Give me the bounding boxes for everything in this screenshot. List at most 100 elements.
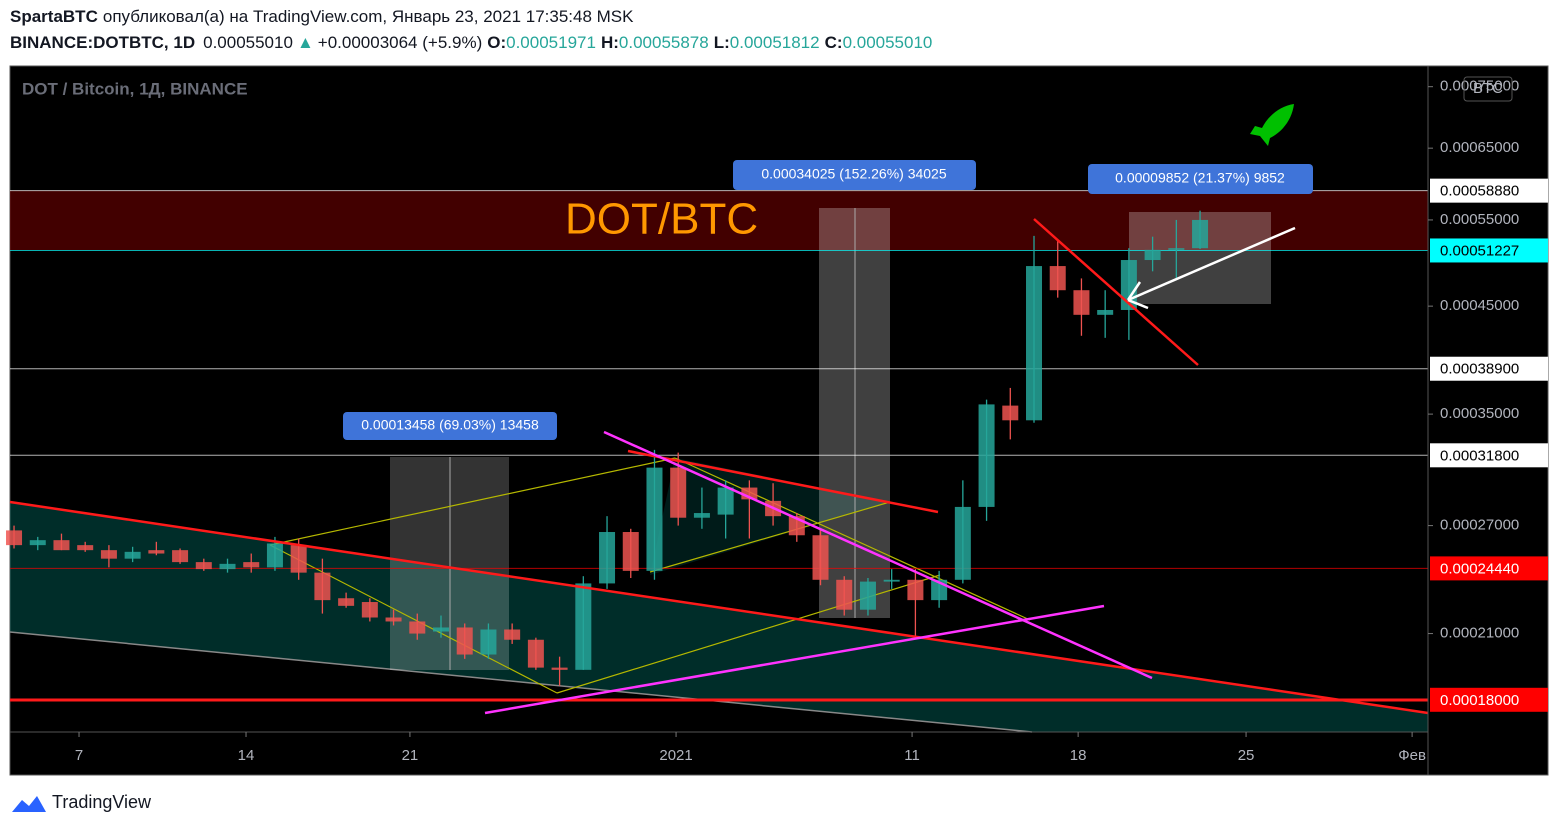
candle-body — [907, 579, 924, 601]
pattern-line — [556, 574, 941, 694]
candle-body — [836, 579, 853, 610]
symbol: BINANCE:DOTBTC, 1D — [10, 33, 195, 52]
candle-body — [219, 563, 236, 570]
x-tick-label: 2021 — [659, 747, 692, 764]
l-label: L: — [714, 33, 730, 52]
quote-line: BINANCE:DOTBTC, 1D 0.00055010 ▲ +0.00003064… — [10, 33, 932, 52]
candle-body — [1168, 248, 1185, 250]
price-level-box — [1430, 687, 1548, 712]
measure-label-box — [1088, 164, 1313, 194]
candle-body — [100, 550, 117, 559]
pattern-lines — [269, 457, 1031, 694]
candle-body — [1144, 249, 1161, 261]
price-level-box — [1430, 178, 1548, 203]
candle-body — [622, 532, 639, 571]
candle-body — [1026, 266, 1043, 421]
channel-fill — [10, 502, 1428, 732]
legend: DOT / Bitcoin, 1Д, BINANCE — [22, 79, 248, 98]
x-tick-label: 25 — [1238, 747, 1255, 764]
pattern-line — [649, 501, 891, 573]
candle-body — [480, 629, 497, 655]
measure-label-box — [733, 160, 976, 190]
candle-body — [527, 639, 544, 668]
candle-body — [148, 550, 165, 554]
candle-body — [954, 506, 971, 580]
y-tick-label: 0.00021000 — [1440, 625, 1519, 642]
candle-body — [551, 667, 568, 670]
candle-body — [1073, 290, 1090, 315]
trend-line — [484, 604, 1105, 715]
candle-body — [1097, 309, 1114, 315]
close: 0.00055010 — [843, 33, 933, 52]
brand: TradingView — [52, 792, 152, 812]
plot — [6, 190, 1428, 701]
publish-line: SpartaBTC опубликовал(а) на TradingView.c… — [10, 7, 634, 26]
candle-body — [124, 551, 141, 559]
candle-body — [456, 627, 473, 655]
price-level-label: 0.00051227 — [1440, 242, 1519, 259]
low: 0.00051812 — [730, 33, 820, 52]
candle-body — [385, 617, 402, 622]
trend-line — [1033, 218, 1199, 366]
y-tick-label: 0.00065000 — [1440, 139, 1519, 156]
price-level-label: 0.00024440 — [1440, 560, 1519, 577]
open: 0.00051971 — [506, 33, 596, 52]
measure-label: 0.00034025 (152.26%) 34025 — [761, 166, 946, 182]
candle-body — [243, 562, 260, 568]
x-tick-label: 14 — [238, 747, 255, 764]
measure-label: 0.00009852 (21.37%) 9852 — [1115, 170, 1285, 186]
currency-box — [1463, 76, 1513, 102]
pattern-line — [269, 457, 676, 546]
x-tick-label: 18 — [1070, 747, 1087, 764]
y-tick-label: 0.00027000 — [1440, 517, 1519, 534]
price-level-label: 0.00058880 — [1440, 183, 1519, 200]
price-level-box — [1430, 443, 1548, 468]
footer — [0, 776, 1559, 831]
candle-body — [741, 487, 758, 500]
trend-line — [603, 430, 1153, 680]
high: 0.00055878 — [619, 33, 709, 52]
triangle-fill — [650, 458, 890, 575]
trend-line — [9, 500, 1429, 715]
candle-body — [1049, 266, 1066, 291]
candle-body — [266, 543, 283, 568]
x-tick-label: 11 — [904, 747, 920, 764]
change: +0.00003064 (+5.9%) — [318, 33, 482, 52]
arrow-head — [1127, 298, 1149, 310]
candle-body — [646, 467, 663, 571]
rocket-icon — [1250, 104, 1294, 146]
candle-body — [978, 404, 995, 507]
candle-body — [812, 535, 829, 580]
candle-body — [290, 545, 307, 573]
x-tick-label: 21 — [402, 747, 419, 764]
annotation: DOT/BTC — [565, 195, 758, 244]
candle-body — [172, 550, 189, 563]
candle-body — [1002, 405, 1019, 421]
candle-body — [6, 530, 23, 546]
o-label: O: — [487, 33, 506, 52]
candle-body — [575, 583, 592, 670]
y-tick-label: 0.00035000 — [1440, 405, 1519, 422]
candle-body — [432, 627, 449, 632]
candle-body — [53, 540, 70, 551]
overlays: DOT/BTC DOT / Bitcoin, 1Д, BINANCE 0.000… — [9, 79, 1429, 715]
y-tick-label: 0.00055000 — [1440, 211, 1519, 228]
candle-body — [314, 572, 331, 601]
published: опубликовал(а) на TradingView.com, Январ… — [103, 7, 634, 26]
y-tick-label: 0.00075000 — [1440, 78, 1519, 95]
measure-label-box — [343, 412, 557, 440]
candle-body — [361, 602, 378, 618]
y-tick-label: 0.00045000 — [1440, 297, 1519, 314]
candle-body — [504, 629, 521, 640]
arrow-shaft — [1127, 226, 1296, 302]
publisher: SpartaBTC — [10, 7, 98, 26]
measure-label: 0.00013458 (69.03%) 13458 — [361, 417, 539, 433]
trend-line — [627, 449, 939, 514]
logo-icon — [12, 796, 46, 812]
candle-body — [717, 487, 734, 515]
price-level-label: 0.00031800 — [1440, 447, 1519, 464]
axes: 0.00075000 0.00065000 0.00055000 0.00045000… — [75, 78, 1548, 764]
x-tick-label: Фев — [1398, 747, 1426, 764]
